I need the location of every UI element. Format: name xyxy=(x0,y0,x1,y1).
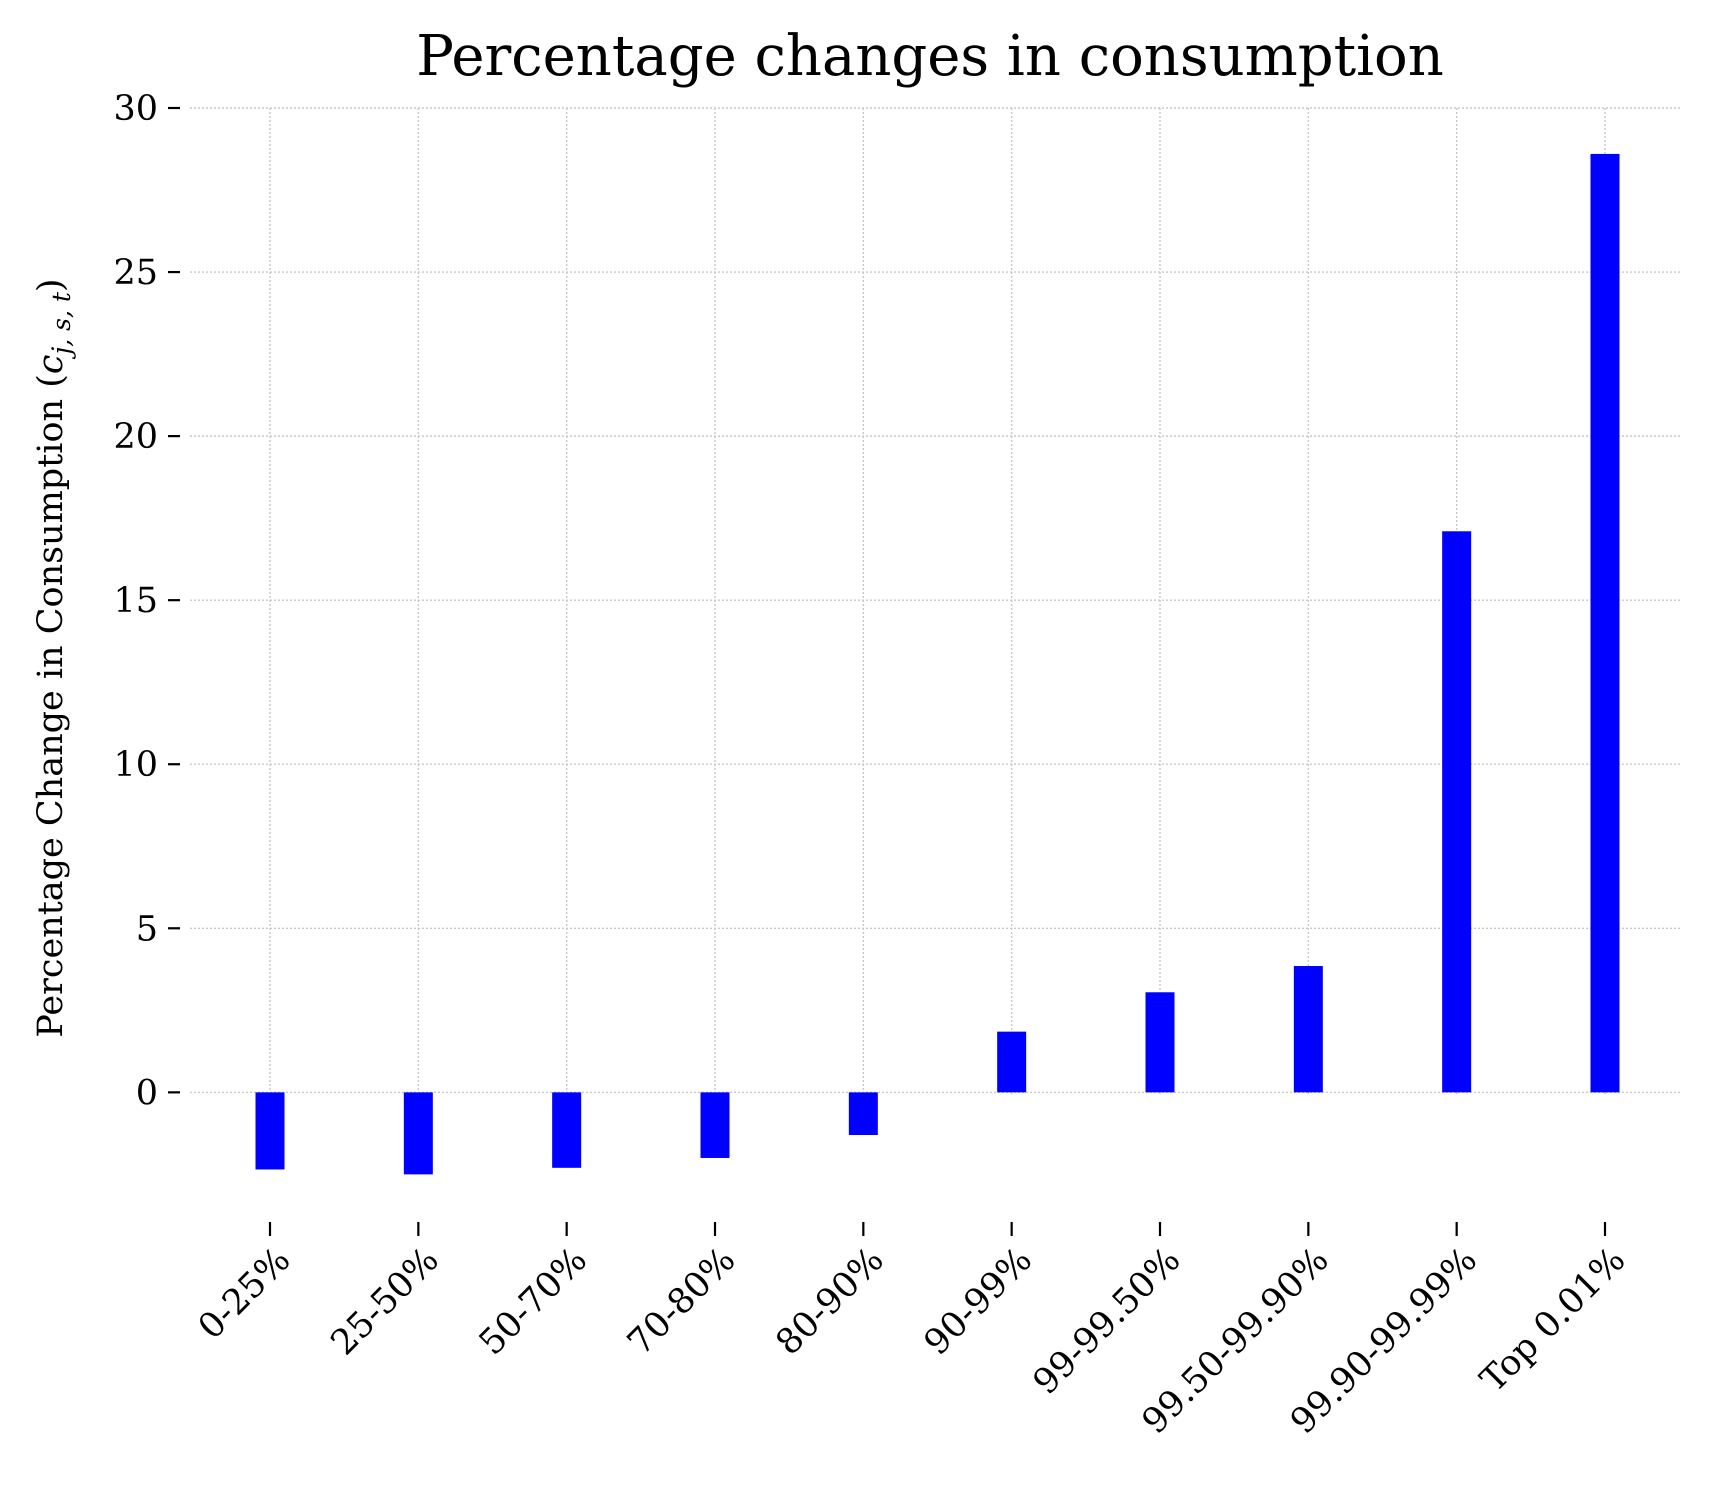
x-tick-label: 80-90% xyxy=(769,1240,892,1363)
bar xyxy=(255,1092,285,1170)
x-tick-label: 90-99% xyxy=(917,1240,1040,1363)
x-tick-label: 70-80% xyxy=(620,1240,743,1363)
x-axis: 0-25% 25-50% 50-70% 70-80% 80-90% 90-99%99-99… xyxy=(191,1222,1633,1442)
y-tick-label: 15 xyxy=(113,581,158,621)
bar xyxy=(997,1031,1027,1093)
y-axis-label-subscript: j, s, t xyxy=(47,291,76,359)
x-tick-label: 0-25% xyxy=(191,1240,298,1347)
y-tick-label: 30 xyxy=(113,89,158,129)
bar xyxy=(1590,153,1620,1093)
y-axis: 0 5 10 15 20 25 30 xyxy=(113,89,180,1113)
y-tick-label: 0 xyxy=(136,1073,158,1113)
y-axis-label-math: c xyxy=(31,355,71,375)
y-axis-label-text: Percentage Change in Consumption ( xyxy=(31,374,71,1037)
y-tick-label: 10 xyxy=(113,745,158,785)
y-axis-label-close: ) xyxy=(31,278,71,292)
bar xyxy=(552,1092,582,1168)
bars xyxy=(255,153,1620,1175)
bar xyxy=(700,1092,730,1158)
bar xyxy=(1145,992,1175,1093)
bar xyxy=(848,1092,878,1136)
bar xyxy=(403,1092,433,1175)
bar xyxy=(1442,531,1472,1093)
y-tick-label: 20 xyxy=(113,417,158,457)
y-tick-label: 25 xyxy=(113,253,158,293)
x-tick-label: 50-70% xyxy=(472,1240,595,1363)
x-tick-label: 25-50% xyxy=(324,1240,447,1363)
y-tick-label: 5 xyxy=(136,909,158,949)
y-axis-label: Percentage Change in Consumption (cj, s,… xyxy=(31,278,76,1037)
chart-title: Percentage changes in consumption xyxy=(416,24,1444,89)
x-tick-label: Top 0.01% xyxy=(1473,1240,1633,1400)
x-tick-label: 99-99.50% xyxy=(1026,1240,1189,1403)
bar xyxy=(1293,966,1323,1093)
